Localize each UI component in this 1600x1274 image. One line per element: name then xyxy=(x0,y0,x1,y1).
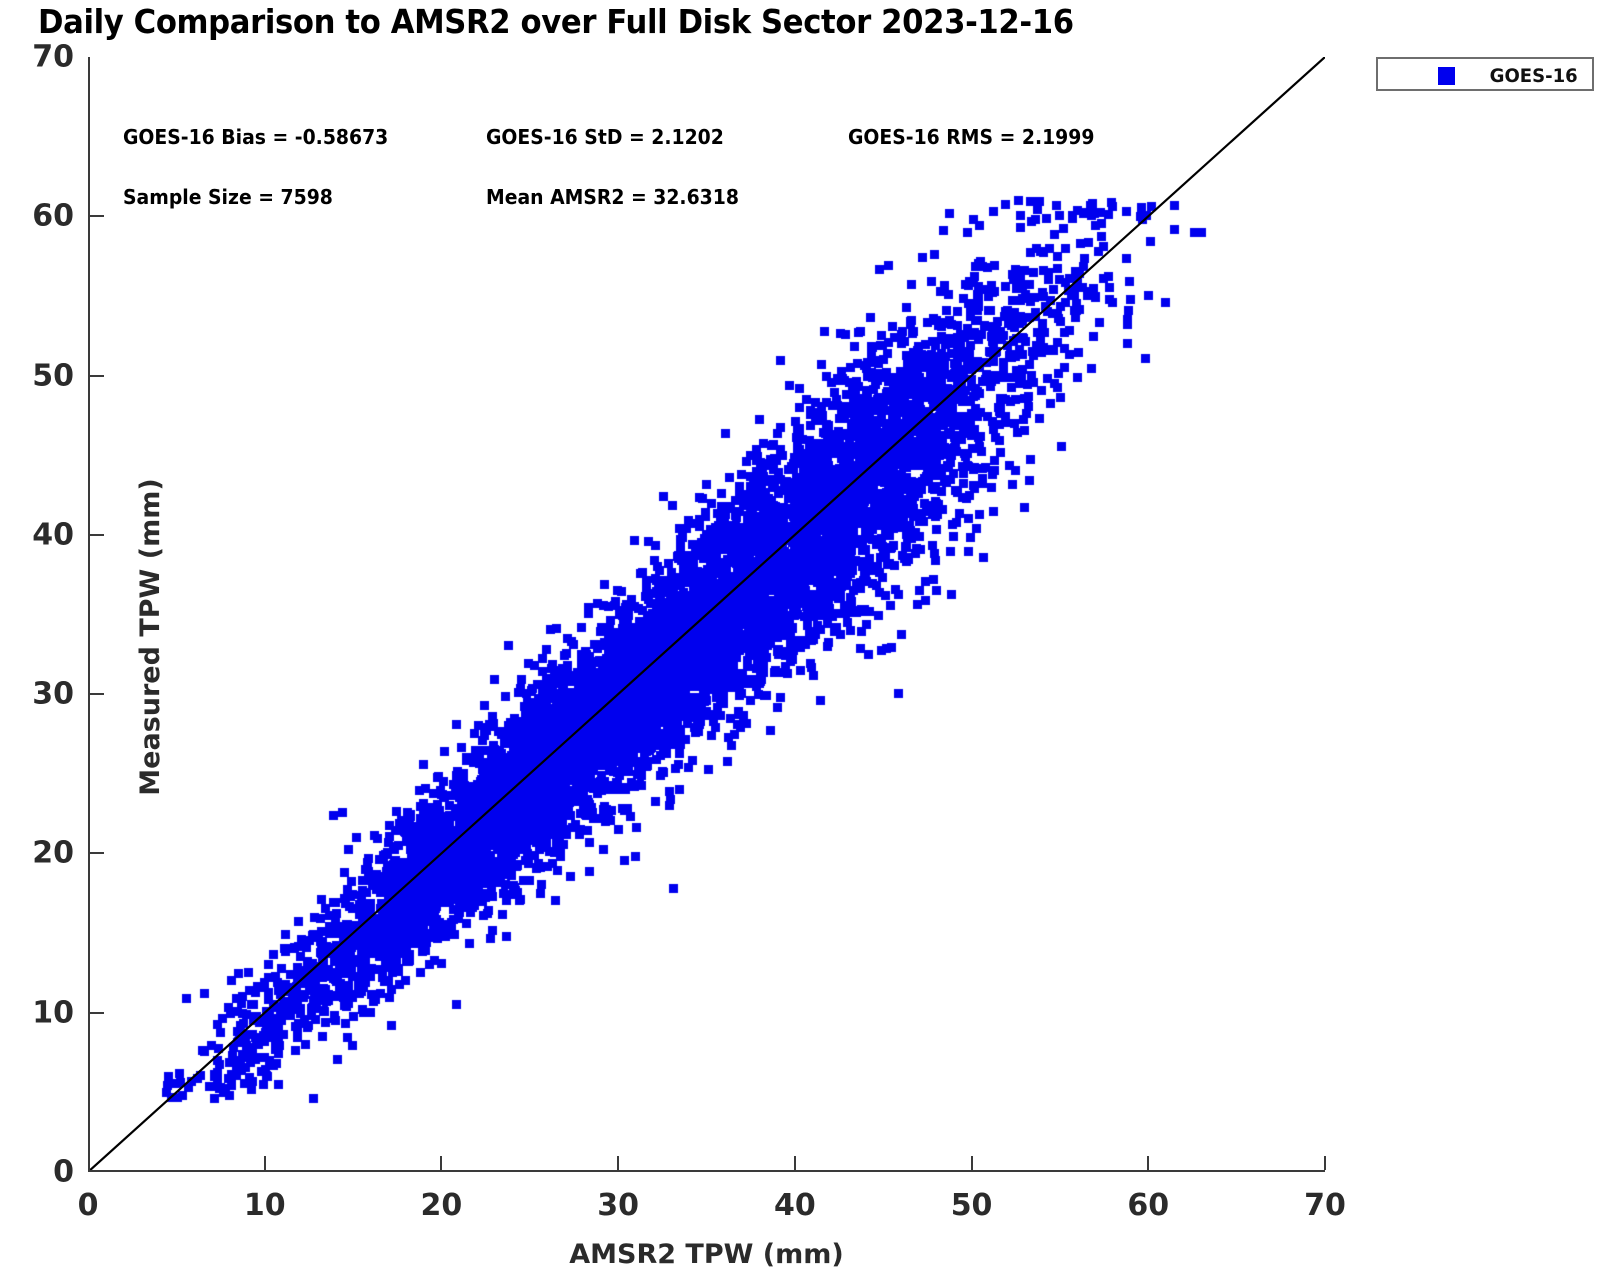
y-tick-10 xyxy=(90,1011,104,1014)
x-tick-10 xyxy=(263,1156,266,1170)
plot-area: 0 10 20 30 40 50 60 70 0 10 20 30 40 50 60 70 GOES-16 … xyxy=(32,40,1346,1271)
y-tick-label-50: 50 xyxy=(32,358,74,394)
y-tick-label-70: 70 xyxy=(32,39,74,75)
x-tick-label-50: 50 xyxy=(950,1188,993,1223)
x-tick-50 xyxy=(970,1156,973,1170)
page-title: Daily Comparison to AMSR2 over Full Disk… xyxy=(38,2,1074,41)
annotation-bias: GOES-16 Bias = -0.58673 xyxy=(123,124,389,149)
x-tick-70 xyxy=(1324,1156,1326,1170)
x-tick-label-20: 20 xyxy=(420,1188,463,1223)
legend-swatch-goes16 xyxy=(1438,67,1455,85)
legend-label-goes16: GOES-16 xyxy=(1489,65,1578,87)
y-axis-label: Measured TPW (mm) xyxy=(135,478,167,796)
x-tick-60 xyxy=(1147,1156,1150,1170)
scatter-plot-canvas xyxy=(88,57,1325,1172)
y-tick-label-20: 20 xyxy=(32,835,74,871)
y-tick-label-40: 40 xyxy=(32,517,74,553)
x-tick-label-30: 30 xyxy=(597,1188,640,1223)
y-tick-60 xyxy=(90,215,104,218)
x-tick-label-70: 70 xyxy=(1304,1188,1346,1223)
x-tick-label-0: 0 xyxy=(77,1188,99,1223)
x-tick-30 xyxy=(617,1156,620,1170)
y-tick-50 xyxy=(90,374,104,377)
annotation-std: GOES-16 StD = 2.1202 xyxy=(485,124,724,149)
y-tick-20 xyxy=(90,852,104,855)
x-tick-40 xyxy=(793,1156,796,1170)
x-axis-label: AMSR2 TPW (mm) xyxy=(569,1239,844,1270)
x-tick-label-40: 40 xyxy=(773,1188,816,1223)
x-axis-line xyxy=(88,1170,1325,1172)
y-tick-label-0: 0 xyxy=(53,1154,74,1190)
y-tick-label-60: 60 xyxy=(32,198,74,234)
y-tick-30 xyxy=(90,693,104,696)
x-tick-label-60: 60 xyxy=(1127,1188,1170,1223)
annotation-mean-amsr2: Mean AMSR2 = 32.6318 xyxy=(485,185,739,210)
y-tick-label-30: 30 xyxy=(32,676,74,712)
legend-box[interactable]: GOES-16 xyxy=(1376,57,1594,91)
annotation-sample-size: Sample Size = 7598 xyxy=(123,185,334,210)
annotation-rms: GOES-16 RMS = 2.1999 xyxy=(847,124,1095,149)
x-tick-20 xyxy=(440,1156,443,1170)
y-axis-line xyxy=(88,57,90,1172)
y-tick-40 xyxy=(90,533,104,536)
x-tick-label-10: 10 xyxy=(243,1188,286,1223)
y-tick-label-10: 10 xyxy=(32,995,74,1031)
